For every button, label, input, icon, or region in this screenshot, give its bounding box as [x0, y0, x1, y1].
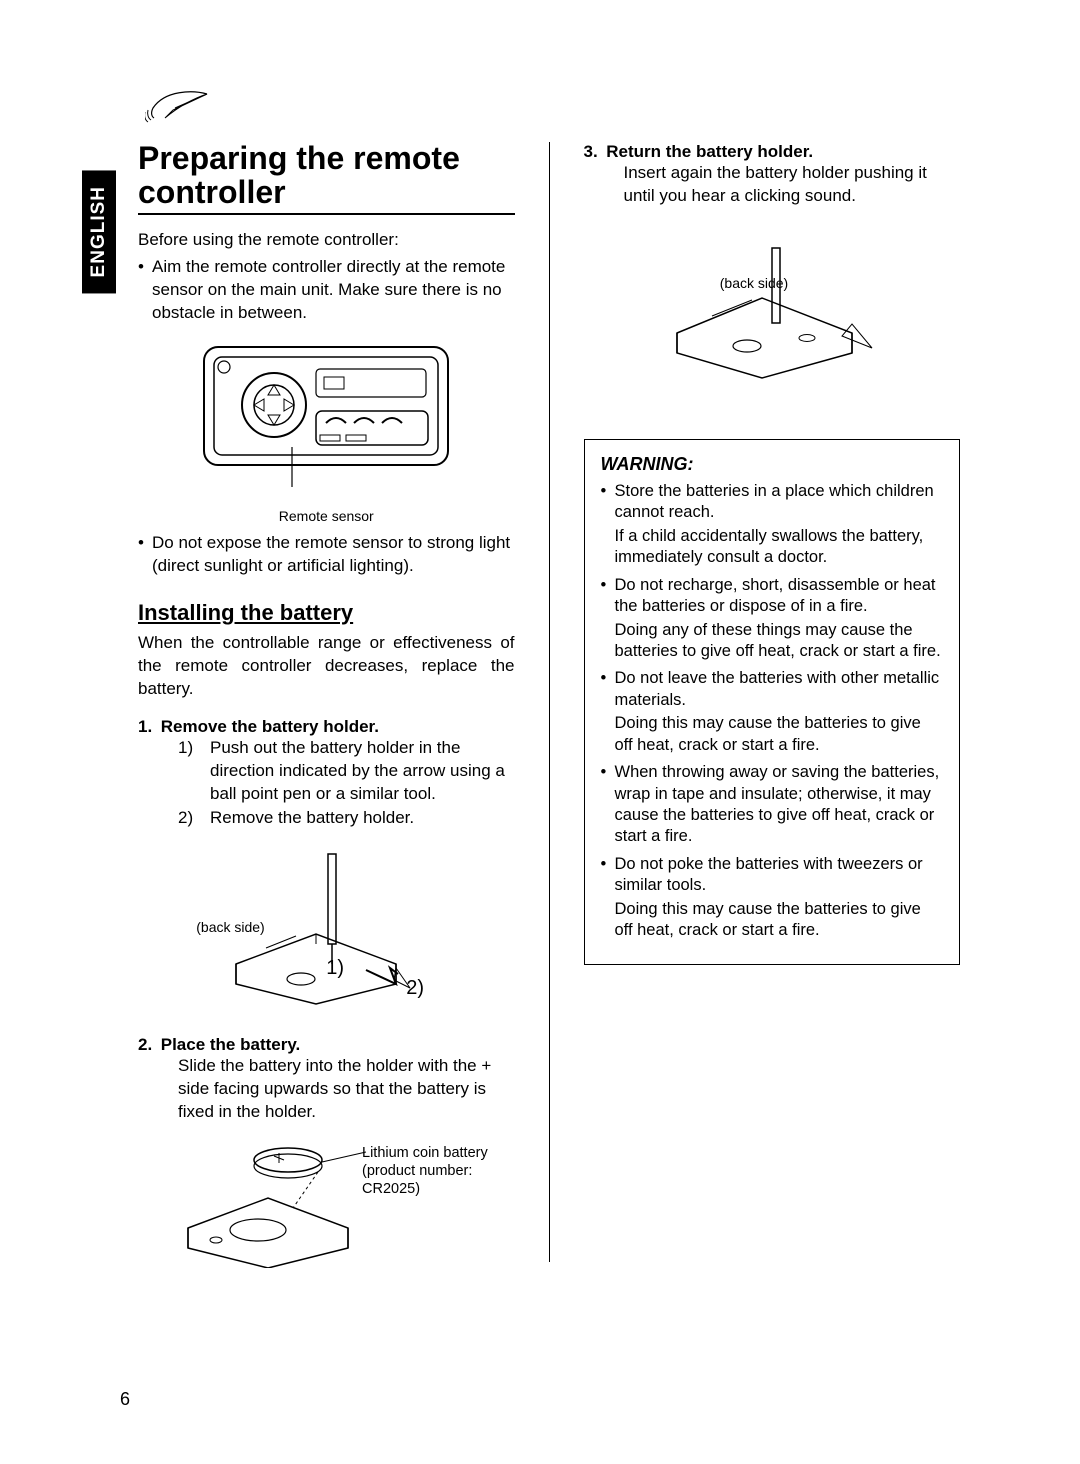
- installing-heading: Installing the battery: [138, 600, 515, 626]
- sub-2-text: Remove the battery holder.: [210, 807, 414, 830]
- fig4-backside-label: (back side): [720, 275, 788, 291]
- figure-head-unit: Remote sensor: [138, 339, 515, 524]
- step-2-number: 2.: [138, 1035, 156, 1055]
- figure-remove-holder: (back side) 1) 2): [138, 844, 515, 1019]
- page: ENGLISH Preparing the remote controller …: [0, 0, 1080, 1464]
- fig2-backside-label: (back side): [196, 919, 264, 935]
- right-column: 3. Return the battery holder. Insert aga…: [584, 142, 961, 1276]
- step-1-sub-1: 1) Push out the battery holder in the di…: [178, 737, 515, 806]
- warning-item-1: Store the batteries in a place which chi…: [601, 481, 944, 569]
- fig2-callout-1: 1): [326, 957, 344, 980]
- sub-2-num: 2): [178, 807, 202, 830]
- step-1-sub-2: 2) Remove the battery holder.: [178, 807, 515, 830]
- page-title: Preparing the remote controller: [138, 142, 515, 209]
- fig3-label-line1: Lithium coin battery: [362, 1145, 488, 1161]
- step-3-title: Return the battery holder.: [606, 142, 813, 161]
- install-intro: When the controllable range or effective…: [138, 632, 515, 701]
- page-number: 6: [120, 1389, 130, 1410]
- intro-bullet-1: Aim the remote controller directly at th…: [138, 256, 515, 325]
- warning-1b: If a child accidentally swallows the bat…: [615, 526, 944, 569]
- warning-5b: Doing this may cause the batteries to gi…: [615, 899, 944, 942]
- warning-item-3: Do not leave the batteries with other me…: [601, 668, 944, 756]
- warning-2b: Doing any of these things may cause the …: [615, 620, 944, 663]
- warning-2a: Do not recharge, short, disassemble or h…: [615, 576, 936, 615]
- intro-bullet-2: Do not expose the remote sensor to stron…: [138, 532, 515, 578]
- sub-1-text: Push out the battery holder in the direc…: [210, 737, 515, 806]
- fig3-label-line3: CR2025): [362, 1181, 420, 1197]
- step-1-number: 1.: [138, 717, 156, 737]
- fig3-label-line2: (product number:: [362, 1163, 472, 1179]
- logo-icon: [145, 88, 213, 133]
- warning-item-5: Do not poke the batteries with tweezers …: [601, 854, 944, 942]
- left-column: Preparing the remote controller Before u…: [120, 142, 515, 1276]
- intro-text: Before using the remote controller:: [138, 229, 515, 252]
- step-1-title: Remove the battery holder.: [161, 717, 379, 736]
- step-2-body: Slide the battery into the holder with t…: [138, 1055, 515, 1124]
- step-3-heading: 3. Return the battery holder.: [584, 142, 961, 162]
- language-tab: ENGLISH: [82, 170, 116, 293]
- content-columns: Preparing the remote controller Before u…: [120, 142, 960, 1276]
- warning-3a: Do not leave the batteries with other me…: [615, 669, 940, 708]
- step-2-title: Place the battery.: [161, 1035, 301, 1054]
- warning-1a: Store the batteries in a place which chi…: [615, 482, 934, 521]
- fig2-callout-2: 2): [406, 977, 424, 1000]
- step-3-number: 3.: [584, 142, 602, 162]
- figure-1-caption: Remote sensor: [138, 508, 515, 524]
- warning-3b: Doing this may cause the batteries to gi…: [615, 713, 944, 756]
- figure-place-battery: Lithium coin battery (product number: CR…: [138, 1138, 515, 1268]
- title-line-2: controller: [138, 174, 286, 210]
- step-1-heading: 1. Remove the battery holder.: [138, 717, 515, 737]
- title-line-1: Preparing the remote: [138, 140, 460, 176]
- warning-5a: Do not poke the batteries with tweezers …: [615, 855, 923, 894]
- title-underline: [138, 213, 515, 215]
- warning-box: WARNING: Store the batteries in a place …: [584, 439, 961, 965]
- warning-item-2: Do not recharge, short, disassemble or h…: [601, 575, 944, 663]
- fig3-label: Lithium coin battery (product number: CR…: [362, 1144, 488, 1198]
- step-3-body: Insert again the battery holder pushing …: [584, 162, 961, 208]
- step-2-heading: 2. Place the battery.: [138, 1035, 515, 1055]
- intro-block: Before using the remote controller: Aim …: [138, 229, 515, 325]
- sub-1-num: 1): [178, 737, 202, 806]
- warning-item-4: When throwing away or saving the batteri…: [601, 762, 944, 848]
- warning-title: WARNING:: [601, 454, 944, 475]
- column-divider: [549, 142, 550, 1262]
- figure-return-holder: (back side): [584, 238, 961, 393]
